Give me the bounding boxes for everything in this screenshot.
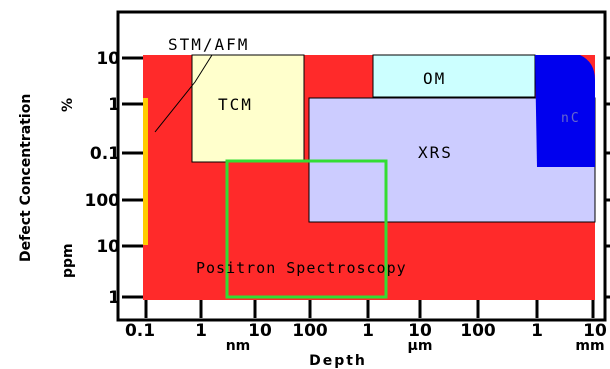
- x-unit-mm: mm: [575, 338, 604, 354]
- x-unit-um: µm: [408, 338, 433, 354]
- x-tick-label: 100: [460, 321, 496, 341]
- y-axis-title-line2: %: [60, 98, 76, 112]
- x-tick-label: 1: [195, 321, 207, 341]
- y-tick-label: 0.1: [90, 144, 120, 164]
- x-tick-label: 1: [531, 321, 543, 341]
- xrs-label: XRS: [418, 143, 453, 162]
- y-axis: 10 1 0.1 100 10 1: [85, 49, 143, 308]
- x-tick-label: 10: [408, 321, 432, 341]
- y-axis-unit-ppm: ppm: [60, 243, 76, 278]
- tcm-region: [191, 54, 305, 163]
- y-axis-title-line3: ppm: [60, 243, 76, 278]
- y-tick-label: 10: [96, 49, 120, 69]
- right-axis-ticks: [604, 56, 610, 299]
- om-region: [372, 54, 536, 98]
- nc-label: nC: [561, 111, 581, 126]
- y-tick-label: 1: [108, 95, 120, 115]
- y-tick-label: 10: [96, 237, 120, 257]
- om-label: OM: [423, 69, 446, 88]
- x-axis-title: Depth: [309, 353, 367, 369]
- stm-afm-pointer: [154, 54, 213, 133]
- x-unit-nm: nm: [226, 338, 251, 354]
- surface-edge-marker: [143, 98, 148, 245]
- y-axis-unit-percent: %: [60, 98, 76, 112]
- positron-label: Positron Spectroscopy: [196, 259, 407, 277]
- x-axis: 0.1 1 10 100 1 10 100 1 10 nm µm mm Dept…: [125, 300, 607, 369]
- plot-frame: [116, 10, 607, 322]
- stm-afm-label: STM/AFM: [168, 35, 249, 54]
- tcm-label: TCM: [218, 95, 253, 114]
- nc-region: [535, 55, 595, 167]
- x-tick-label: 1: [362, 321, 374, 341]
- highlight-box: [225, 159, 388, 299]
- y-axis-title-line1: Defect Concentration: [18, 94, 34, 262]
- x-tick-label: 10: [248, 321, 272, 341]
- x-tick-label: 100: [292, 321, 328, 341]
- y-tick-label: 100: [85, 191, 121, 211]
- y-axis-title: Defect Concentration: [18, 94, 34, 262]
- x-tick-label: 10: [583, 321, 607, 341]
- x-tick-label: 0.1: [125, 321, 155, 341]
- y-tick-label: 1: [108, 288, 120, 308]
